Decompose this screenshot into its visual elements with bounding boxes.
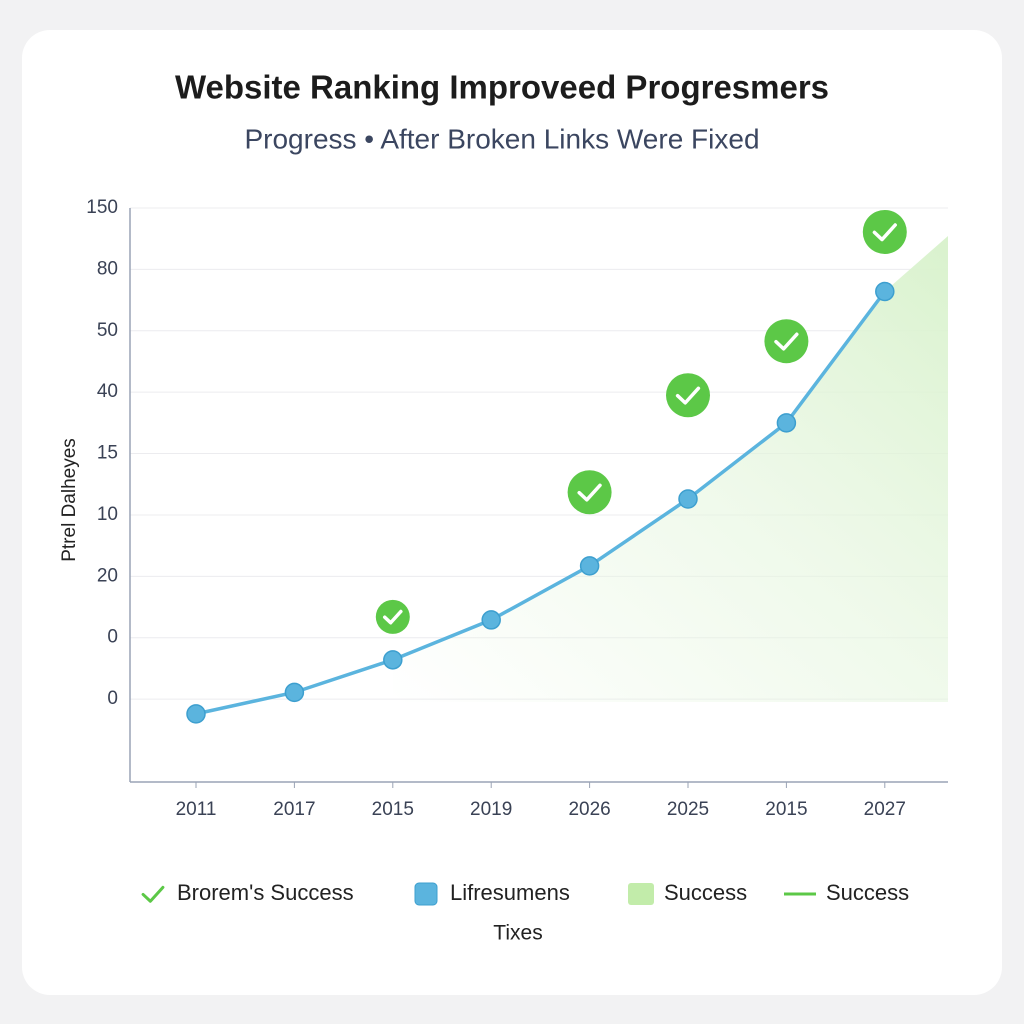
legend-check	[141, 885, 165, 903]
y-tick-label: 15	[97, 443, 118, 464]
legend-swatch	[414, 882, 438, 906]
check-icon	[774, 332, 799, 351]
check-marker	[764, 319, 809, 364]
y-tick-label: 40	[97, 381, 118, 402]
check-icon	[383, 609, 403, 625]
x-tick-label: 2019	[470, 799, 512, 820]
legend-label: Success	[664, 880, 747, 905]
point	[481, 610, 501, 630]
check-icon	[675, 386, 701, 405]
check-marker	[567, 470, 612, 515]
y-tick-label: 10	[97, 504, 118, 525]
card	[22, 30, 1002, 995]
check-circle	[567, 470, 612, 515]
check-circle	[375, 599, 410, 634]
check-marker	[375, 599, 410, 634]
check-marker	[862, 209, 907, 254]
legend-label: Brorem's Success	[177, 880, 354, 905]
x-tick-label: 2015	[372, 799, 414, 820]
y-tick-label: 150	[86, 197, 118, 218]
y-tick-label: 50	[97, 320, 118, 341]
series-line	[195, 290, 887, 716]
y-tick-label: 0	[107, 627, 118, 648]
legend-swatch	[628, 883, 654, 905]
check-icon	[872, 223, 897, 242]
check-circle	[764, 319, 809, 364]
check-icon	[577, 483, 602, 502]
check-circle	[862, 209, 907, 254]
point	[776, 413, 797, 433]
point	[579, 556, 600, 576]
point	[875, 281, 895, 302]
x-tick-label: 2026	[568, 799, 610, 820]
check-circle	[666, 373, 710, 418]
check-marker	[666, 373, 710, 418]
y-axis-label: Ptrel Dalheyes	[59, 438, 80, 562]
x-tick-label: 2011	[176, 799, 217, 820]
x-tick-label: 2017	[273, 799, 315, 820]
y-tick-label: 80	[97, 258, 118, 279]
point	[186, 704, 206, 724]
chart-title: Website Ranking Improveed Progresmers	[175, 69, 829, 106]
legend-label: Success	[826, 880, 909, 905]
y-tick-label: 20	[97, 565, 118, 586]
chart-subtitle: Progress • After Broken Links Were Fixed	[244, 123, 759, 154]
legend-label: Lifresumens	[450, 880, 570, 905]
point	[678, 489, 698, 509]
x-tick-label: 2025	[667, 799, 709, 820]
point	[383, 650, 403, 670]
point	[284, 682, 305, 703]
y-tick-label: 0	[107, 688, 118, 709]
x-tick-label: 2015	[765, 799, 807, 820]
x-axis-label: Tixes	[493, 922, 542, 945]
x-tick-label: 2027	[864, 799, 906, 820]
area-shade	[392, 236, 948, 702]
